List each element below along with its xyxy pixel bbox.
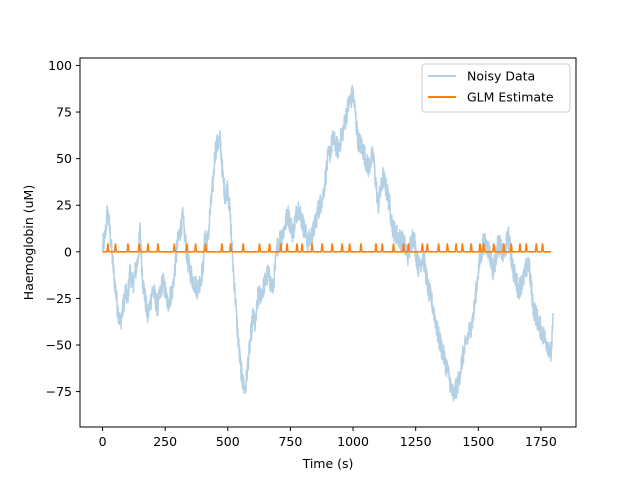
y-tick-label: 50	[56, 151, 72, 166]
x-axis-label: Time (s)	[302, 456, 354, 471]
axes-frame	[79, 57, 577, 428]
x-tick-label: 500	[216, 434, 240, 449]
y-tick-label: 100	[48, 58, 72, 73]
y-tick-label: −50	[46, 338, 72, 353]
series-line-noisy-data	[101, 84, 555, 402]
x-tick-label: 1250	[400, 434, 432, 449]
y-tick-label: 25	[56, 198, 72, 213]
legend-label-glm-estimate: GLM Estimate	[467, 90, 554, 105]
y-axis-label: Haemoglobin (uM)	[21, 185, 36, 300]
x-tick-label: 750	[278, 434, 302, 449]
y-tick-label: −25	[46, 291, 72, 306]
y-tick-label: 0	[64, 244, 72, 259]
x-tick-label: 250	[153, 434, 177, 449]
series-line-glm-estimate	[101, 243, 552, 253]
y-tick-label: −75	[46, 384, 72, 399]
x-tick-label: 1750	[525, 434, 557, 449]
x-tick-label: 1000	[337, 434, 369, 449]
x-tick-label: 0	[99, 434, 107, 449]
legend-label-noisy-data: Noisy Data	[467, 69, 535, 84]
y-tick-label: 75	[56, 105, 72, 120]
plot-area	[101, 84, 555, 402]
x-tick-label: 1500	[462, 434, 494, 449]
y-axis: −75 −50 −25 0 25 50 75 100	[46, 58, 80, 399]
legend: Noisy Data GLM Estimate	[421, 63, 571, 113]
x-axis: 0 250 500 750 1000 1250 1500 1750	[99, 427, 557, 449]
legend-box	[421, 63, 571, 113]
